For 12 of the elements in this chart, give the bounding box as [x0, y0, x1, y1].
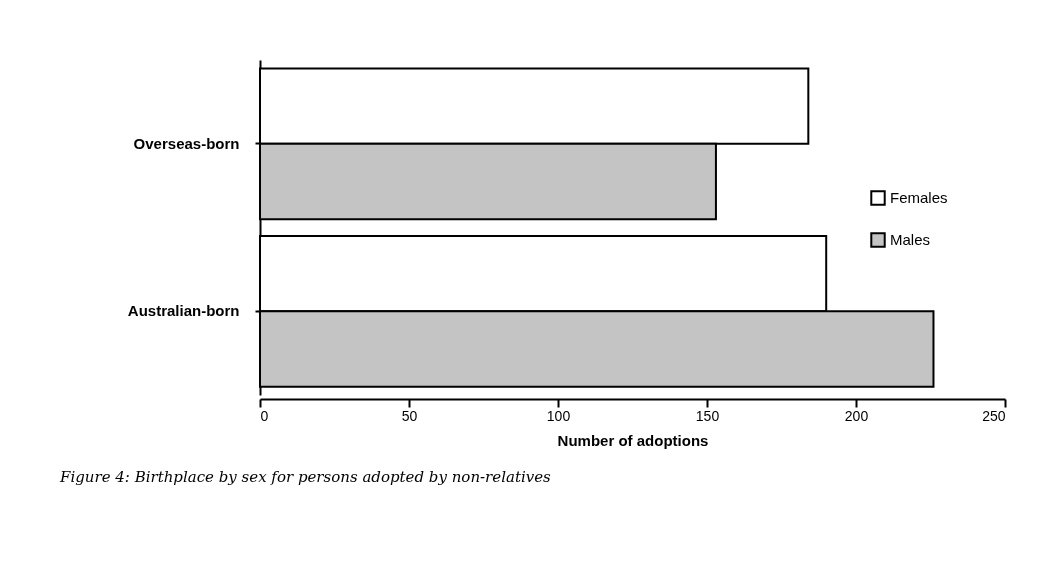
x-tick-label: 50: [401, 407, 418, 424]
y-tick-label: Australian-born: [127, 302, 240, 320]
x-tick-label: 250: [982, 407, 1006, 424]
text: Figure 4: Birthplace by sex for persons adopted by non-relatives: [59, 468, 552, 486]
x-tick-label: 200: [844, 407, 869, 424]
x-tick-label: 0: [260, 407, 269, 424]
y-tick-label: Overseas-born: [133, 134, 240, 152]
legend-label: Females: [890, 189, 948, 206]
legend-label: Males: [890, 231, 931, 248]
x-tick-label: 100: [546, 407, 571, 424]
x-axis-title: Number of adoptions: [557, 431, 709, 449]
x-tick-label: 150: [695, 407, 720, 424]
